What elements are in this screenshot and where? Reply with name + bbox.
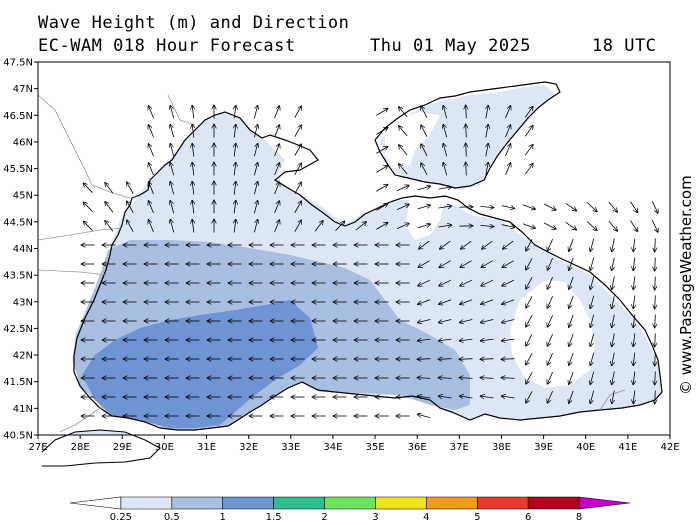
lat-label: 45N: [13, 191, 33, 202]
lon-label: 30E: [155, 442, 174, 453]
lon-label: 32E: [239, 442, 258, 453]
legend-tick-label: 4: [423, 512, 429, 523]
legend-tick-label: 0.25: [110, 512, 132, 523]
legend-tick-label: 6: [525, 512, 531, 523]
lon-label: 37E: [450, 442, 469, 453]
legend-tick-label: 5: [474, 512, 480, 523]
legend-swatch: [172, 497, 223, 509]
lat-label: 45.5N: [3, 164, 33, 175]
lat-label: 46N: [13, 137, 33, 148]
legend-swatch: [325, 497, 376, 509]
lat-label: 43.5N: [3, 271, 33, 282]
lat-label: 47.5N: [3, 58, 33, 69]
lat-label: 44.5N: [3, 217, 33, 228]
legend-tick-label: 1.5: [266, 512, 282, 523]
legend-swatch: [70, 497, 121, 509]
legend-swatch: [274, 497, 325, 509]
credit-text: © www.PassageWeather.com: [677, 175, 695, 395]
lon-label: 33E: [281, 442, 300, 453]
legend-tick-label: 2: [321, 512, 327, 523]
legend-swatch: [121, 497, 172, 509]
legend-tick-label: 3: [372, 512, 378, 523]
lat-label: 43N: [13, 297, 33, 308]
lon-label: 38E: [492, 442, 511, 453]
lon-label: 41E: [618, 442, 637, 453]
legend-swatch: [426, 497, 477, 509]
legend-tick-label: 0.5: [164, 512, 180, 523]
latitude-axis: 47.5N 47N 46.5N 46N 45.5N 45N 44.5N 44N 43.5N 43N…: [3, 58, 38, 442]
lon-label: 35E: [366, 442, 385, 453]
lat-label: 41N: [13, 404, 33, 415]
lon-label: 28E: [71, 442, 90, 453]
credit-watermark: © www.PassageWeather.com: [674, 150, 698, 400]
lon-label: 31E: [197, 442, 216, 453]
lon-label: 27E: [28, 442, 47, 453]
lon-label: 42E: [660, 442, 679, 453]
legend-swatch: [375, 497, 426, 509]
lat-label: 47N: [13, 84, 33, 95]
wave-height-legend: 0.25 0.5 1 1.5 2 3 4 5 6 8: [70, 497, 630, 523]
lat-label: 46.5N: [3, 111, 33, 122]
lon-label: 36E: [408, 442, 427, 453]
longitude-axis: 27E 28E 29E 30E 31E 32E 33E 34E 35E 36E 37E 38E 39E 4…: [28, 435, 679, 453]
lon-label: 34E: [323, 442, 342, 453]
legend-tick-label: 1: [220, 512, 226, 523]
lat-label: 41.5N: [3, 377, 33, 388]
lon-label: 40E: [576, 442, 595, 453]
lon-label: 39E: [534, 442, 553, 453]
lat-label: 42N: [13, 351, 33, 362]
lon-label: 29E: [113, 442, 132, 453]
legend-tick-label: 8: [576, 512, 582, 523]
lat-label: 44N: [13, 244, 33, 255]
lat-label: 42.5N: [3, 324, 33, 335]
legend-swatch: [477, 497, 528, 509]
legend-swatch: [579, 497, 630, 509]
legend-swatch: [223, 497, 274, 509]
lat-label: 40.5N: [3, 431, 33, 442]
legend-swatch: [528, 497, 579, 509]
